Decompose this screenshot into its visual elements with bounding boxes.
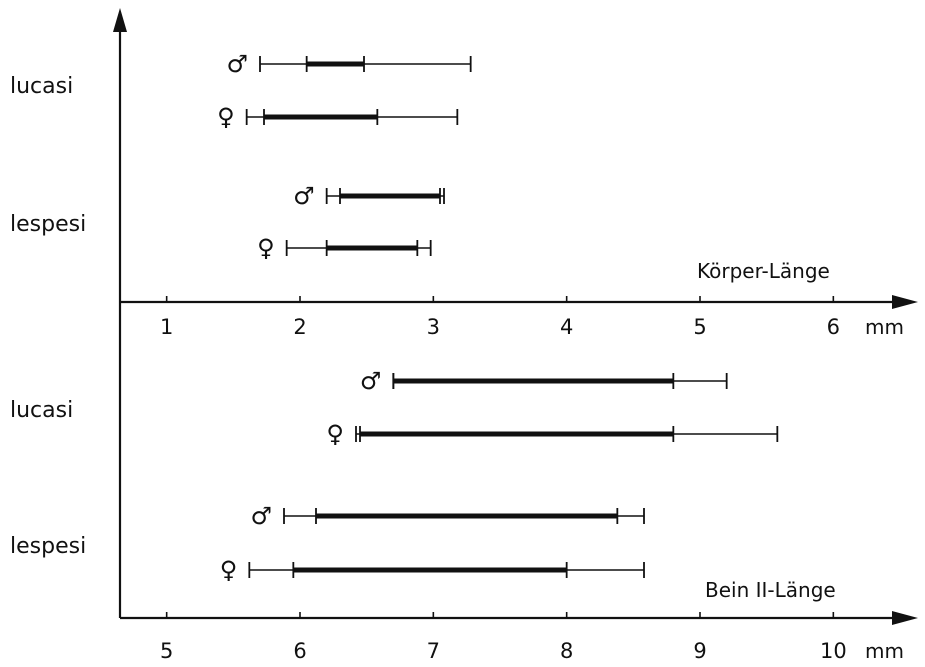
x-tick-label: 4 <box>560 315 573 339</box>
x-tick-label: 7 <box>427 639 440 663</box>
x-tick-label: 8 <box>560 639 573 663</box>
x-tick-label: 5 <box>160 639 173 663</box>
upper-species-label-lucasi: lucasi <box>10 74 73 99</box>
lower-x-axis-arrow-icon <box>892 611 918 625</box>
male-symbol: ♂ <box>226 50 248 78</box>
upper-species-label-lespesi: lespesi <box>10 212 86 237</box>
x-tick-label: 9 <box>693 639 706 663</box>
x-tick-label: 6 <box>293 639 306 663</box>
upper-x-axis-arrow-icon <box>892 295 918 309</box>
female-symbol: ♀ <box>217 103 235 131</box>
male-symbol: ♂ <box>360 367 382 395</box>
x-tick-label: 3 <box>427 315 440 339</box>
upper-axis-title: Körper-Länge <box>697 259 830 283</box>
x-tick-label: 1 <box>160 315 173 339</box>
x-tick-label: 6 <box>827 315 840 339</box>
vertical-axis-arrow-icon <box>113 8 127 32</box>
male-symbol: ♂ <box>293 182 315 210</box>
upper-axis-unit: mm <box>865 315 904 339</box>
lower-axis-title: Bein II-Länge <box>705 578 836 602</box>
x-tick-label: 10 <box>820 639 847 663</box>
x-tick-label: 5 <box>693 315 706 339</box>
chart-marks: 1 2 3 4 5 6 ♂ ♀ ♂ ♀ 5 6 7 8 9 10 ♂ ♀ ♂ ♀ <box>160 50 847 663</box>
lower-species-label-lespesi: lespesi <box>10 534 86 559</box>
female-symbol: ♀ <box>220 556 238 584</box>
x-tick-label: 2 <box>293 315 306 339</box>
lower-species-label-lucasi: lucasi <box>10 398 73 423</box>
female-symbol: ♀ <box>326 420 344 448</box>
female-symbol: ♀ <box>257 234 275 262</box>
male-symbol: ♂ <box>250 502 272 530</box>
lower-axis-unit: mm <box>865 639 904 663</box>
